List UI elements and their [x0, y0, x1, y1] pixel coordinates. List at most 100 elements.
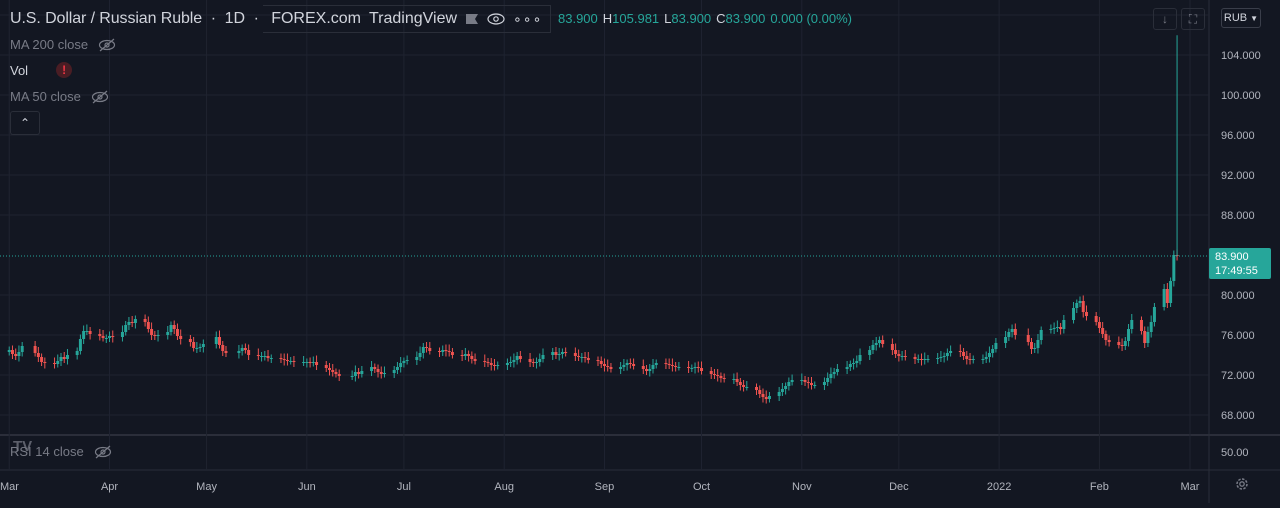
- warning-icon[interactable]: !: [56, 62, 73, 78]
- candle-body: [622, 365, 626, 367]
- candle-body: [784, 386, 788, 389]
- chevron-down-icon: ▼: [1250, 13, 1259, 23]
- candle-body: [535, 362, 539, 363]
- candle-body: [111, 336, 115, 337]
- candle-body: [670, 365, 674, 366]
- fullscreen-icon[interactable]: ⛶: [1181, 8, 1205, 30]
- candle-body: [214, 337, 218, 344]
- candle-body: [664, 363, 668, 364]
- candle-body: [120, 332, 124, 337]
- price-tick-label: 80.000: [1221, 290, 1255, 302]
- candle-body: [198, 347, 202, 348]
- eye-hidden-icon[interactable]: [91, 90, 109, 104]
- candle-body: [900, 356, 904, 357]
- candle-body: [619, 367, 623, 369]
- candle-body: [470, 356, 474, 359]
- candle-body: [881, 340, 885, 344]
- ohlc-readout: 83.900 H105.981 L83.900 C83.900 0.000 (0…: [558, 11, 852, 26]
- settings-gear-icon[interactable]: [1234, 476, 1250, 492]
- candle-body: [1055, 327, 1059, 328]
- candle-body: [292, 361, 296, 362]
- close-label: C: [716, 11, 726, 26]
- tradingview-logo[interactable]: TV: [13, 438, 33, 455]
- candle-body: [1036, 340, 1040, 348]
- flag-icon[interactable]: [465, 13, 479, 25]
- candle-body: [17, 352, 21, 356]
- eye-icon[interactable]: [487, 13, 505, 25]
- candle-body: [745, 387, 749, 388]
- candle-body: [894, 350, 898, 354]
- vol-label: Vol: [10, 62, 29, 78]
- more-icon[interactable]: ∘∘∘: [513, 10, 543, 27]
- candle-body: [1130, 320, 1134, 329]
- legend-ma200[interactable]: MA 200 close: [10, 37, 116, 52]
- candle-body: [486, 362, 490, 363]
- candle-body: [1139, 320, 1143, 331]
- collapse-legend-button[interactable]: ⌃: [10, 111, 40, 135]
- candle-body: [1033, 348, 1037, 349]
- candle-body: [172, 325, 176, 329]
- candle-body: [810, 383, 814, 385]
- download-icon[interactable]: ↓: [1153, 8, 1177, 30]
- candle-body: [632, 364, 636, 366]
- candle-body: [282, 359, 286, 360]
- candle-body: [224, 351, 228, 353]
- candle-body: [10, 350, 14, 354]
- candle-body: [625, 363, 629, 365]
- candle-body: [20, 346, 24, 352]
- currency-select[interactable]: RUB ▼: [1221, 8, 1261, 28]
- candle-body: [441, 350, 445, 352]
- candle-body: [852, 363, 856, 364]
- candle-body: [991, 349, 995, 353]
- time-tick-label: 2022: [987, 481, 1011, 493]
- candle-body: [43, 362, 47, 363]
- legend-vol[interactable]: Vol !: [10, 62, 73, 78]
- candle-body: [179, 336, 183, 339]
- candle-body: [913, 357, 917, 359]
- candle-body: [240, 348, 244, 351]
- candle-body: [150, 329, 154, 335]
- candle-body: [337, 374, 341, 376]
- symbol-header[interactable]: U.S. Dollar / Russian Ruble · 1D · FOREX…: [0, 5, 552, 33]
- candle-body: [845, 367, 849, 369]
- candle-body: [40, 357, 44, 362]
- symbol-title-group[interactable]: U.S. Dollar / Russian Ruble · 1D ·: [10, 10, 264, 27]
- candle-body: [357, 372, 361, 374]
- candle-body: [871, 345, 875, 350]
- candle-body: [1107, 340, 1111, 342]
- candle-body: [667, 364, 671, 365]
- candle-body: [1039, 330, 1043, 340]
- legend-ma50[interactable]: MA 50 close: [10, 89, 109, 104]
- eye-hidden-icon[interactable]: [98, 38, 116, 52]
- candle-body: [166, 332, 170, 335]
- price-tick-label: 96.000: [1221, 130, 1255, 142]
- candle-body: [835, 369, 839, 372]
- candle-body: [56, 361, 60, 364]
- candle-body: [1059, 327, 1063, 329]
- chevron-up-icon: ⌃: [19, 116, 31, 130]
- candle-body: [447, 351, 451, 352]
- candle-body: [505, 363, 509, 365]
- candle-body: [1072, 308, 1076, 320]
- candle-body: [373, 367, 377, 369]
- candle-body: [509, 362, 513, 363]
- candle-body: [188, 339, 192, 342]
- candle-body: [855, 361, 859, 363]
- candle-body: [868, 350, 872, 355]
- source-box[interactable]: FOREX.com TradingView ∘∘∘: [263, 5, 552, 33]
- candle-body: [968, 359, 972, 360]
- candle-body: [722, 378, 726, 379]
- candle-body: [243, 348, 247, 350]
- legend-rsi[interactable]: RSI 14 close: [10, 444, 112, 459]
- price-tick-label: 92.000: [1221, 170, 1255, 182]
- candle-body: [421, 347, 425, 353]
- candle-body: [395, 367, 399, 370]
- candle-body: [82, 331, 86, 339]
- ma50-label: MA 50 close: [10, 89, 81, 104]
- candle-body: [939, 357, 943, 358]
- candle-body: [124, 325, 128, 332]
- candle-body: [712, 374, 716, 375]
- eye-hidden-icon[interactable]: [94, 445, 112, 459]
